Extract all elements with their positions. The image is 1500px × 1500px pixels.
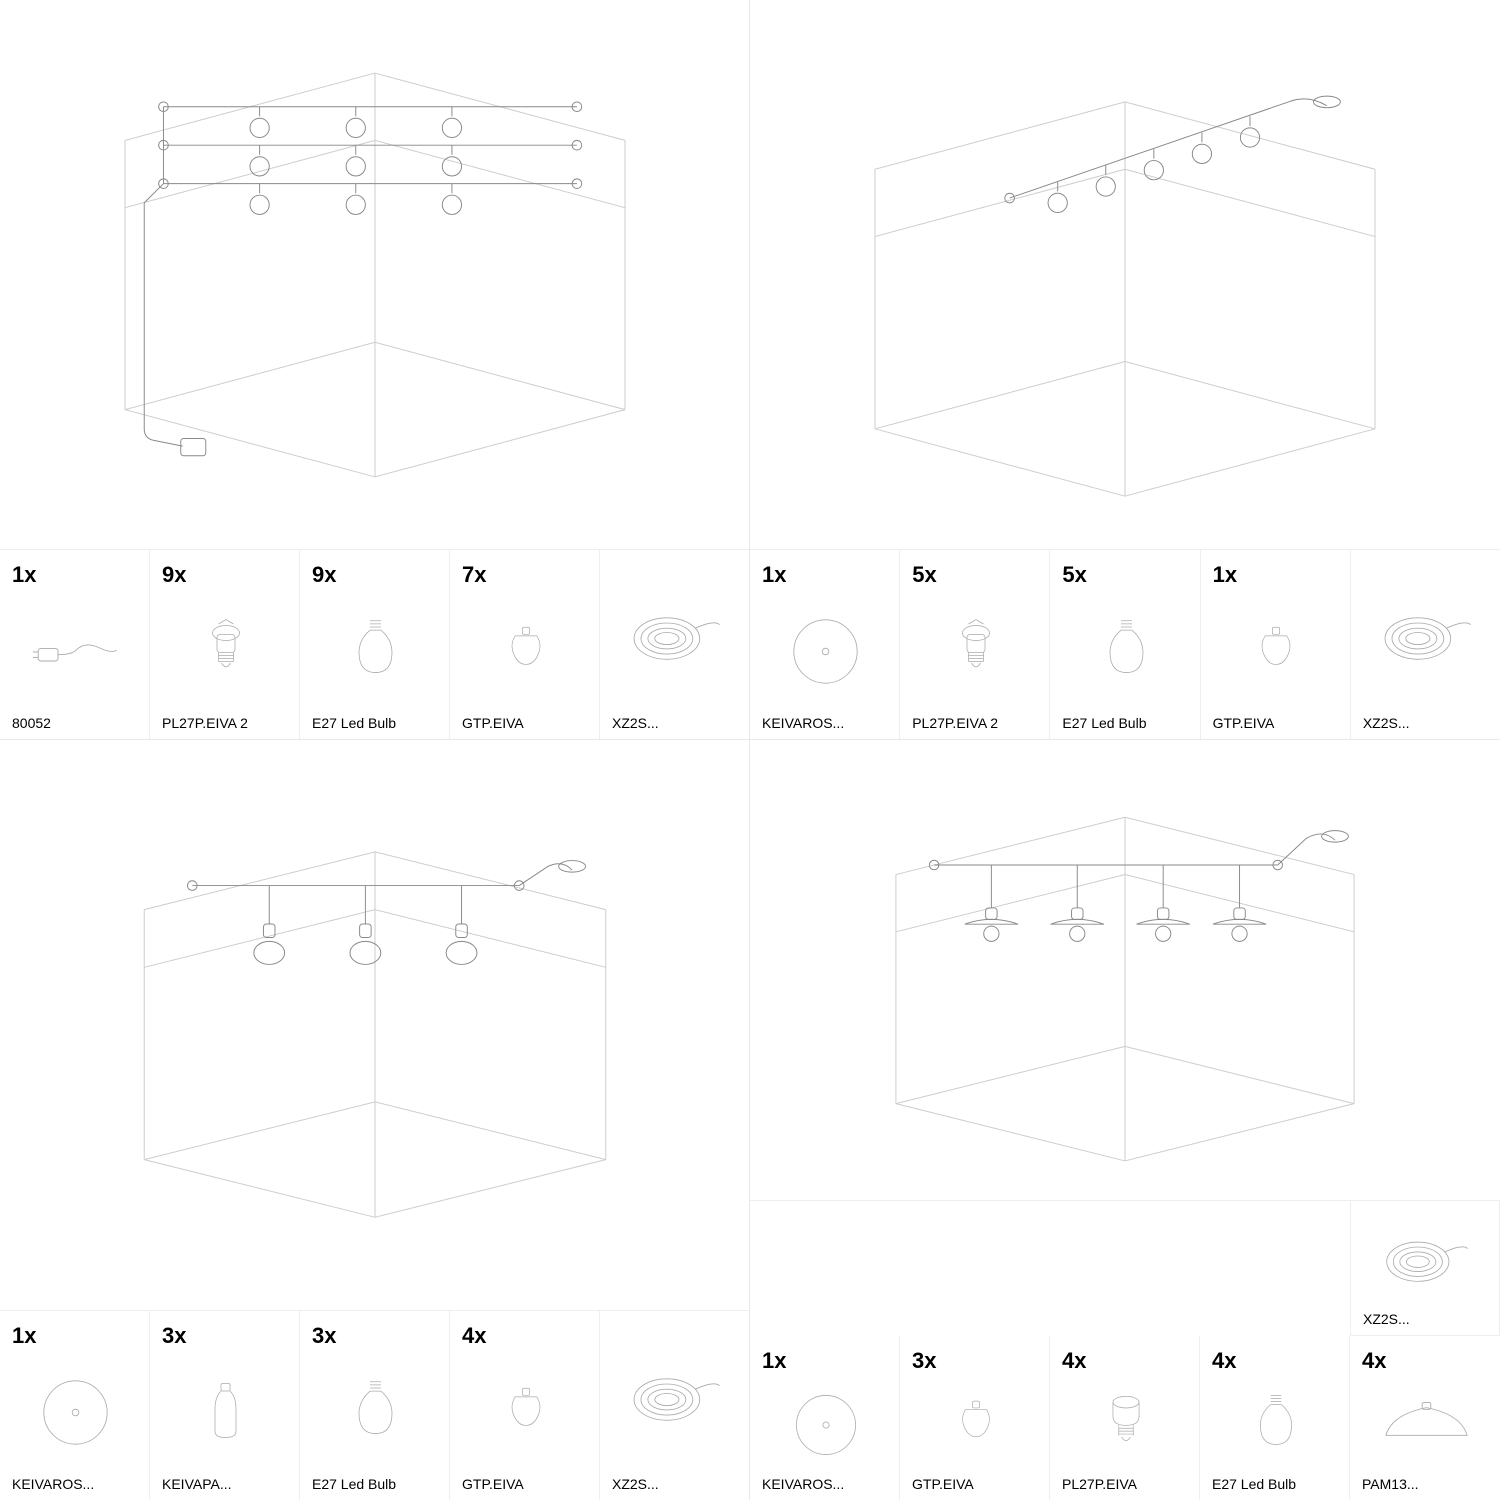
- coil-icon: [612, 1329, 739, 1470]
- label: XZ2S...: [612, 1476, 739, 1492]
- qty: 1x: [1213, 562, 1340, 588]
- part-shade: 4x PAM13...: [1350, 1336, 1500, 1500]
- part-coil: XZ2S...: [600, 550, 749, 739]
- parts-row-top-left: 1x 80052 9x PL27P.EIVA 2 9x E27 Led Bulb: [0, 549, 749, 739]
- hook-icon: [1213, 594, 1340, 709]
- qty: 4x: [1212, 1348, 1339, 1374]
- qty: 5x: [1062, 562, 1189, 588]
- bulb-icon: [1212, 1380, 1339, 1470]
- label: PL27P.EIVA 2: [162, 715, 289, 731]
- qty: 7x: [462, 562, 589, 588]
- label: E27 Led Bulb: [312, 715, 439, 731]
- panel-bottom-left: 1x KEIVAROS... 3x KEIVAPA... 3x E27 Led …: [0, 740, 750, 1500]
- label: KEIVAROS...: [762, 715, 889, 731]
- qty: 5x: [912, 562, 1039, 588]
- label: PAM13...: [1362, 1476, 1490, 1492]
- qty: 1x: [12, 562, 139, 588]
- scene-top-right: [750, 0, 1500, 549]
- panel-top-left: 1x 80052 9x PL27P.EIVA 2 9x E27 Led Bulb: [0, 0, 750, 740]
- qty: 3x: [162, 1323, 289, 1349]
- label: 80052: [12, 715, 139, 731]
- four-panel-grid: 1x 80052 9x PL27P.EIVA 2 9x E27 Led Bulb: [0, 0, 1500, 1500]
- hook-icon: [462, 594, 589, 709]
- label: E27 Led Bulb: [312, 1476, 439, 1492]
- coil-icon: [1363, 568, 1490, 709]
- diagram-top-right: [785, 25, 1465, 525]
- bulb-icon: [312, 594, 439, 709]
- scene-bottom-left: [0, 740, 749, 1310]
- part-rose: 1x KEIVAROS...: [750, 550, 900, 739]
- part-bulb: 5x E27 Led Bulb: [1050, 550, 1200, 739]
- qty: 4x: [1362, 1348, 1490, 1374]
- part-hook: 4x GTP.EIVA: [450, 1311, 600, 1500]
- label: XZ2S...: [612, 715, 739, 731]
- qty: 4x: [1062, 1348, 1189, 1374]
- diagram-top-left: [35, 25, 715, 525]
- part-bottle: 3x KEIVAPA...: [150, 1311, 300, 1500]
- label: GTP.EIVA: [912, 1476, 1039, 1492]
- parts-row-bottom-right: XZ2S... 1x KEIVAROS... 3x GTP.EIVA 4x: [750, 1200, 1500, 1500]
- rose-icon: [762, 594, 889, 709]
- socket-icon: [912, 594, 1039, 709]
- label: XZ2S...: [1363, 1311, 1489, 1327]
- scene-bottom-right: [750, 740, 1500, 1200]
- rose-icon: [12, 1355, 139, 1470]
- part-coil: XZ2S...: [1351, 550, 1500, 739]
- qty: 3x: [912, 1348, 1039, 1374]
- panel-bottom-right: XZ2S... 1x KEIVAROS... 3x GTP.EIVA 4x: [750, 740, 1500, 1500]
- label: GTP.EIVA: [1213, 715, 1340, 731]
- part-coil-top: XZ2S...: [1350, 1201, 1500, 1336]
- plug-icon: [12, 594, 139, 709]
- part-80052: 1x 80052: [0, 550, 150, 739]
- parts-row-bottom-left: 1x KEIVAROS... 3x KEIVAPA... 3x E27 Led …: [0, 1310, 749, 1500]
- part-rose: 1x KEIVAROS...: [0, 1311, 150, 1500]
- part-hook: 7x GTP.EIVA: [450, 550, 600, 739]
- label: GTP.EIVA: [462, 715, 589, 731]
- qty: 1x: [762, 562, 889, 588]
- parts-row-top-right: 1x KEIVAROS... 5x PL27P.EIVA 2 5x E27 Le…: [750, 549, 1500, 739]
- label: PL27P.EIVA: [1062, 1476, 1189, 1492]
- label: E27 Led Bulb: [1212, 1476, 1339, 1492]
- qty: 1x: [762, 1348, 889, 1374]
- hook-icon: [462, 1355, 589, 1470]
- part-bulb: 4x E27 Led Bulb: [1200, 1336, 1350, 1500]
- panel-top-right: 1x KEIVAROS... 5x PL27P.EIVA 2 5x E27 Le…: [750, 0, 1500, 740]
- label: GTP.EIVA: [462, 1476, 589, 1492]
- part-bulb: 3x E27 Led Bulb: [300, 1311, 450, 1500]
- shade-icon: [1362, 1380, 1490, 1470]
- label: KEIVAPA...: [162, 1476, 289, 1492]
- coil-icon: [612, 568, 739, 709]
- socket-icon: [1062, 1380, 1189, 1470]
- diagram-bottom-right: [785, 760, 1465, 1180]
- part-hook: 3x GTP.EIVA: [900, 1336, 1050, 1500]
- bulb-icon: [1062, 594, 1189, 709]
- label: KEIVAROS...: [762, 1476, 889, 1492]
- bottle-icon: [162, 1355, 289, 1470]
- label: XZ2S...: [1363, 715, 1490, 731]
- hook-icon: [912, 1380, 1039, 1470]
- scene-top-left: [0, 0, 749, 549]
- part-hook: 1x GTP.EIVA: [1201, 550, 1351, 739]
- qty: 9x: [162, 562, 289, 588]
- qty: 4x: [462, 1323, 589, 1349]
- label: KEIVAROS...: [12, 1476, 139, 1492]
- socket-icon: [162, 594, 289, 709]
- coil-icon: [1363, 1219, 1489, 1305]
- bulb-icon: [312, 1355, 439, 1470]
- part-socket: 9x PL27P.EIVA 2: [150, 550, 300, 739]
- rose-icon: [762, 1380, 889, 1470]
- qty: 3x: [312, 1323, 439, 1349]
- label: E27 Led Bulb: [1062, 715, 1189, 731]
- part-socket: 5x PL27P.EIVA 2: [900, 550, 1050, 739]
- qty: 1x: [12, 1323, 139, 1349]
- label: PL27P.EIVA 2: [912, 715, 1039, 731]
- part-bulb: 9x E27 Led Bulb: [300, 550, 450, 739]
- part-socket2: 4x PL27P.EIVA: [1050, 1336, 1200, 1500]
- part-coil: XZ2S...: [600, 1311, 749, 1500]
- qty: 9x: [312, 562, 439, 588]
- part-rose: 1x KEIVAROS...: [750, 1336, 900, 1500]
- diagram-bottom-left: [35, 775, 715, 1275]
